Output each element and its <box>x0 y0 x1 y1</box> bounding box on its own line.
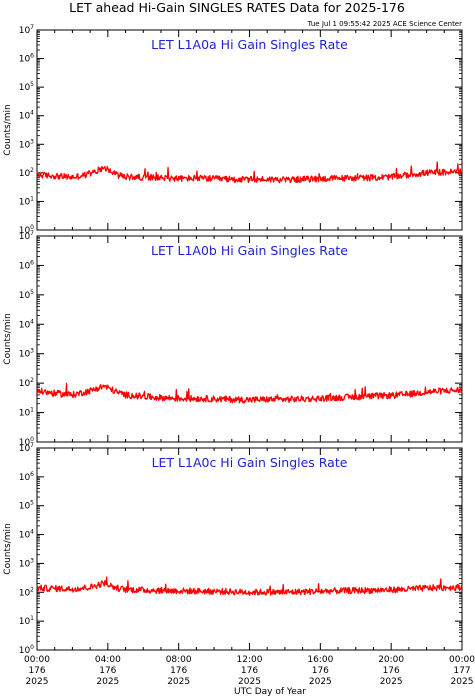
x-tick-label: 177 <box>453 666 470 676</box>
y-tick-label: 104 <box>19 110 34 122</box>
plot-frame <box>36 29 463 231</box>
x-tick-label: 176 <box>383 666 400 676</box>
panel-label: LET L1A0a Hi Gain Singles Rate <box>151 37 348 52</box>
x-tick-label: 176 <box>99 666 116 676</box>
y-tick-label: 105 <box>19 81 34 93</box>
y-tick-label: 101 <box>19 195 34 207</box>
x-tick-label: 00:00 <box>449 655 475 665</box>
x-tick-label: 2025 <box>451 677 474 687</box>
panel-label: LET L1A0b Hi Gain Singles Rate <box>151 243 348 258</box>
y-axis-title: Counts/min <box>3 523 13 574</box>
y-tick-label: 100 <box>19 644 34 656</box>
panel-2: 100 101 102 103 104 105 106 107 Counts/min LET L1… <box>3 230 463 448</box>
y-tick-label: 103 <box>19 348 34 360</box>
y-tick-label: 103 <box>19 557 34 569</box>
y-tick-label: 105 <box>19 289 34 301</box>
panel-3: 100 101 102 103 104 105 106 107 Counts/min LET L1… <box>3 442 463 656</box>
x-tick-label: 176 <box>170 666 187 676</box>
y-tick-label: 102 <box>19 167 34 179</box>
y-tick-label: 100 <box>19 436 34 448</box>
plot-frame <box>36 447 463 651</box>
panel-label: LET L1A0c Hi Gain Singles Rate <box>152 455 348 470</box>
series-line <box>36 576 463 596</box>
x-tick-label: 20:00 <box>378 655 404 665</box>
y-tick-label: 102 <box>19 377 34 389</box>
y-tick-label: 103 <box>19 138 34 150</box>
y-tick-label: 104 <box>19 318 34 330</box>
x-tick-label: 08:00 <box>166 655 192 665</box>
y-tick-label: 106 <box>19 259 34 271</box>
y-tick-label: 101 <box>19 615 34 627</box>
x-axis-title: UTC Day of Year <box>234 687 306 697</box>
series-line <box>36 161 463 184</box>
panels-group: 100 101 102 103 104 105 106 107 Counts/min LET L1… <box>3 24 463 656</box>
y-tick-label: 100 <box>19 224 34 236</box>
y-tick-label: 105 <box>19 500 34 512</box>
y-tick-label: 106 <box>19 53 34 65</box>
timestamp-label: Tue Jul 1 09:55:42 2025 ACE Science Cent… <box>307 20 462 28</box>
x-tick-label: 2025 <box>26 677 49 687</box>
x-tick-label: 00:00 <box>24 655 50 665</box>
y-tick-label: 107 <box>19 442 34 454</box>
x-tick-label: 176 <box>312 666 329 676</box>
y-axis-title: Counts/min <box>3 313 13 364</box>
x-tick-label: 176 <box>28 666 45 676</box>
x-tick-label: 2025 <box>309 677 332 687</box>
y-axis-title: Counts/min <box>3 104 13 155</box>
y-tick-label: 104 <box>19 529 34 541</box>
y-tick-label: 102 <box>19 586 34 598</box>
x-tick-label: 176 <box>241 666 258 676</box>
chart-title: LET ahead Hi-Gain SINGLES RATES Data for… <box>69 0 405 15</box>
x-tick-label: 2025 <box>238 677 261 687</box>
x-tick-label: 12:00 <box>237 655 263 665</box>
x-tick-label: 16:00 <box>307 655 333 665</box>
x-tick-label: 2025 <box>167 677 190 687</box>
y-tick-label: 106 <box>19 471 34 483</box>
series-line <box>36 382 463 404</box>
y-tick-label: 101 <box>19 407 34 419</box>
plot-frame <box>36 235 463 443</box>
y-tick-label: 107 <box>19 230 34 242</box>
x-tick-label: 04:00 <box>95 655 121 665</box>
y-tick-label: 107 <box>19 24 34 36</box>
x-tick-label: 2025 <box>96 677 119 687</box>
x-tick-label: 2025 <box>380 677 403 687</box>
panel-1: 100 101 102 103 104 105 106 107 Counts/min LET L1… <box>3 24 463 236</box>
x-axis-labels: 00:00176202504:00176202508:00176202512:0… <box>24 655 475 687</box>
